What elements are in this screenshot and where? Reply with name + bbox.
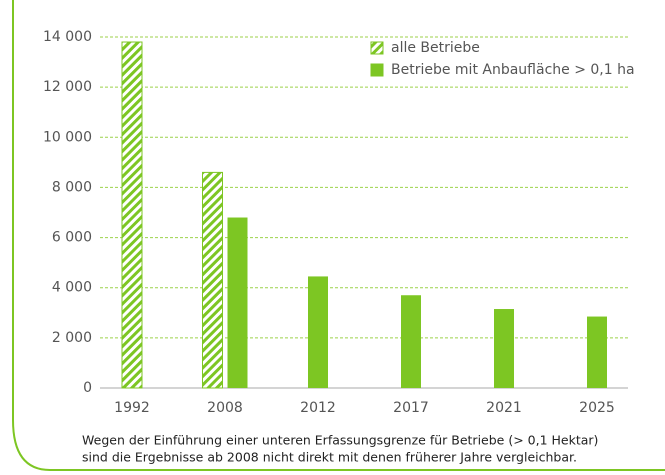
frame [12,0,665,471]
x-tick-label: 2021 [486,400,522,416]
note-line: sind die Ergebnisse ab 2008 nicht direkt… [82,450,577,465]
x-tick-label: 2012 [300,400,336,416]
bar [227,217,248,388]
x-tick-label: 1992 [114,400,150,416]
legend-label: alle Betriebe [391,40,480,56]
y-tick-label: 12 000 [43,79,92,95]
x-tick-label: 2008 [207,400,243,416]
bar [308,276,328,388]
x-tick-label: 2025 [579,400,615,416]
y-tick-label: 14 000 [43,29,92,45]
legend-swatch [370,63,384,77]
note-line: Wegen der Einführung einer unteren Erfas… [82,433,598,448]
bar [401,295,421,388]
legend-swatch [370,41,384,55]
y-tick-label: 2 000 [52,330,92,346]
bar [202,171,223,389]
y-tick-label: 6 000 [52,230,92,246]
bar [494,309,514,388]
bar [121,41,143,389]
y-tick-label: 0 [83,380,92,396]
bar [587,316,607,388]
x-tick-label: 2017 [393,400,429,416]
y-tick-label: 8 000 [52,179,92,195]
legend-label: Betriebe mit Anbaufläche > 0,1 ha [391,62,635,78]
y-tick-label: 4 000 [52,280,92,296]
y-tick-label: 10 000 [43,129,92,145]
